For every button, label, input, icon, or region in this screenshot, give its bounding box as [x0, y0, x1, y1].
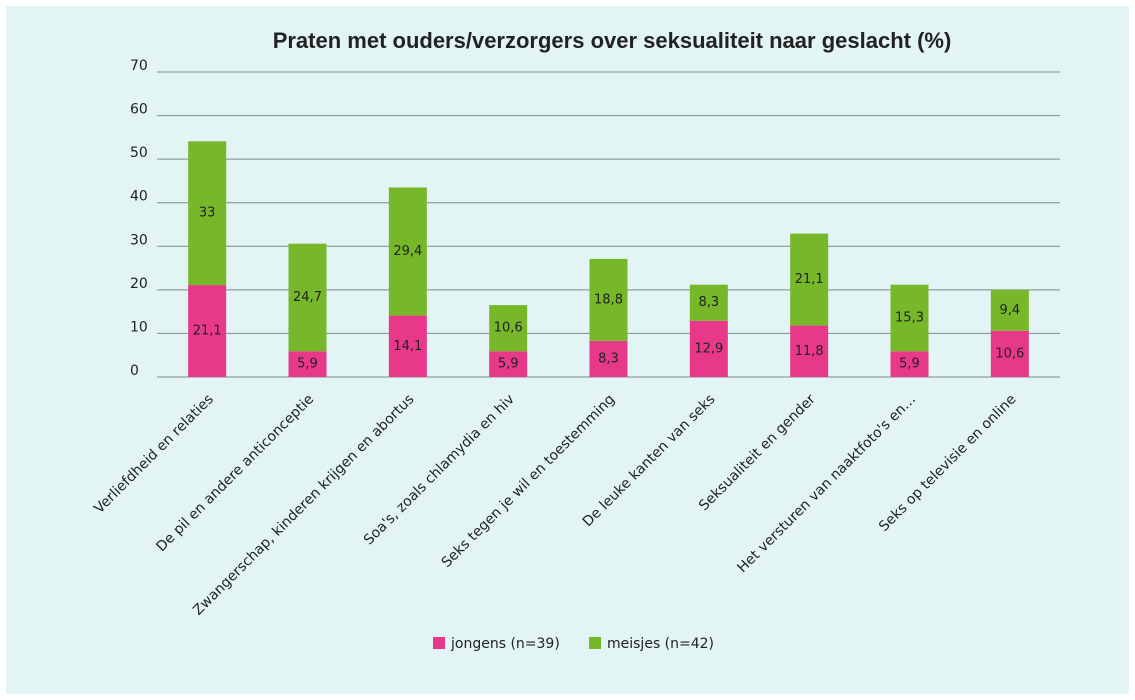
bar-segment	[489, 351, 528, 377]
bar-segment	[890, 351, 929, 377]
data-label: 8,3	[598, 351, 619, 366]
data-label: 5,9	[297, 357, 318, 372]
bar-segment	[689, 284, 728, 321]
y-tick-label: 0	[130, 363, 139, 379]
bar-segment	[890, 284, 929, 352]
bar-segment	[388, 315, 427, 377]
data-label: 15,3	[895, 310, 924, 325]
bar-segment	[288, 351, 327, 377]
data-label: 14,1	[393, 339, 422, 354]
bar-segment	[589, 340, 628, 377]
data-label: 21,1	[193, 324, 222, 339]
data-label: 5,9	[498, 357, 519, 372]
bar-segment	[689, 320, 728, 377]
legend-swatch	[433, 637, 445, 649]
background	[6, 6, 1129, 694]
legend-label: meisjes (n=42)	[607, 636, 714, 652]
bar-segment	[990, 289, 1029, 331]
data-label: 21,1	[795, 272, 824, 287]
data-label: 24,7	[293, 290, 322, 305]
y-tick-label: 70	[130, 58, 148, 74]
bar-segment	[790, 233, 829, 326]
bar-segment	[188, 141, 227, 286]
data-label: 10,6	[995, 346, 1024, 361]
data-label: 9,4	[999, 303, 1020, 318]
bar-segment	[790, 325, 829, 377]
data-label: 8,3	[698, 295, 719, 310]
y-tick-label: 50	[130, 145, 148, 161]
data-label: 10,6	[494, 321, 523, 336]
data-label: 33	[199, 206, 216, 221]
data-label: 29,4	[393, 244, 422, 259]
y-tick-label: 10	[130, 319, 148, 335]
y-tick-label: 30	[130, 232, 148, 248]
bar-segment	[990, 330, 1029, 377]
data-label: 11,8	[795, 344, 824, 359]
data-label: 18,8	[594, 292, 623, 307]
data-label: 12,9	[694, 341, 723, 356]
bar-segment	[188, 285, 227, 377]
data-label: 5,9	[899, 357, 920, 372]
y-tick-label: 20	[130, 276, 148, 292]
y-tick-label: 60	[130, 102, 148, 118]
chart-title: Praten met ouders/verzorgers over seksua…	[273, 28, 952, 53]
legend-swatch	[589, 637, 601, 649]
legend-label: jongens (n=39)	[450, 636, 560, 652]
y-tick-label: 40	[130, 189, 148, 205]
bar-segment	[288, 243, 327, 352]
bar-segment	[489, 305, 528, 352]
bar-segment	[388, 187, 427, 316]
bar-segment	[589, 258, 628, 341]
